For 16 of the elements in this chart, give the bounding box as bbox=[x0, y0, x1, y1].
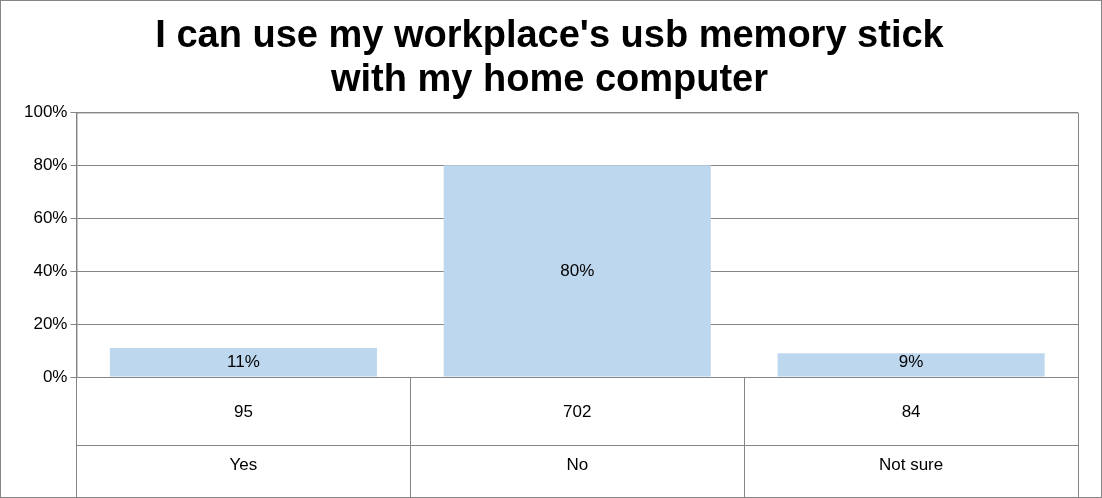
y-tick-label: 20% bbox=[33, 313, 68, 333]
x-tick-label: Not sure bbox=[878, 454, 944, 474]
x-tick-label: No bbox=[566, 454, 589, 474]
data-label: 80% bbox=[560, 260, 595, 280]
chart-title: I can use my workplace's usb memory stick with my home computer bbox=[155, 13, 945, 100]
y-tick-label: 80% bbox=[33, 155, 68, 175]
text: 95 bbox=[233, 401, 253, 421]
x-tick-label: Yes bbox=[229, 454, 258, 474]
text: 84 bbox=[901, 401, 921, 421]
y-tick-label: 0% bbox=[42, 366, 68, 386]
text: 702 bbox=[563, 401, 592, 421]
data-label: 9% bbox=[898, 352, 924, 372]
y-tick-label: 60% bbox=[33, 207, 68, 227]
y-tick-label: 40% bbox=[33, 260, 68, 280]
data-label: 11% bbox=[227, 351, 260, 371]
y-tick-label: 100% bbox=[24, 102, 68, 122]
